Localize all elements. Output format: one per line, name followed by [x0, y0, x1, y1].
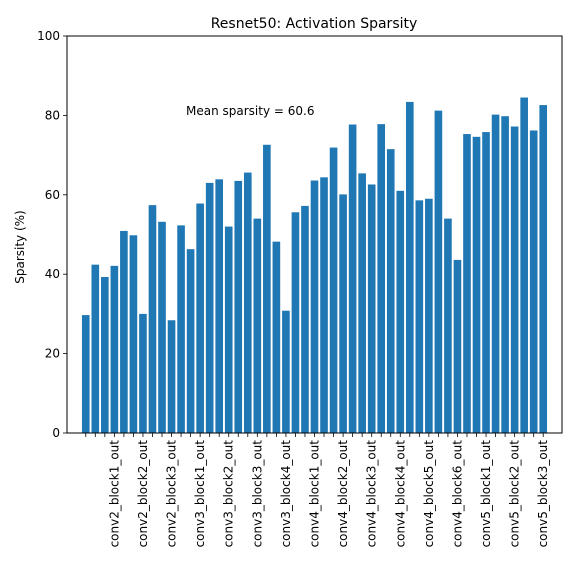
y-axis-label: Sparsity (%)	[13, 210, 27, 284]
mean-annotation: Mean sparsity = 60.6	[186, 104, 314, 118]
bars-group	[81, 97, 548, 434]
bar	[348, 124, 357, 433]
y-tick-label: 100	[37, 29, 60, 43]
x-tick-label: conv2_block1_out	[107, 440, 121, 548]
y-tick-label: 40	[45, 267, 60, 281]
bar	[510, 126, 519, 434]
bar	[196, 203, 204, 433]
x-tick-label: conv4_block3_out	[365, 440, 379, 548]
bar	[415, 200, 424, 433]
bar	[148, 205, 157, 433]
x-tick-label: conv4_block5_out	[422, 440, 436, 548]
bar	[243, 172, 252, 433]
bar	[253, 218, 262, 433]
bar	[167, 320, 176, 433]
bar	[215, 179, 224, 433]
x-tick-label: conv2_block3_out	[165, 440, 179, 548]
x-ticks-group: conv2_block1_out conv2_block2_out conv2_bl…	[85, 433, 550, 548]
bar	[453, 259, 462, 433]
bar	[224, 226, 233, 433]
bar	[263, 144, 271, 433]
bar	[520, 97, 528, 433]
bar	[539, 105, 548, 433]
bar	[205, 182, 214, 433]
bar	[139, 313, 147, 433]
x-tick-label: conv5_block1_out	[479, 440, 493, 548]
bar	[396, 190, 405, 433]
x-tick-label: conv4_block4_out	[393, 440, 407, 548]
bar	[110, 265, 119, 433]
bar	[472, 136, 481, 433]
x-tick-label: conv5_block2_out	[508, 440, 522, 548]
x-tick-label: conv3_block3_out	[250, 440, 264, 548]
y-tick-label: 20	[45, 347, 60, 361]
plot-frame	[66, 35, 563, 434]
bar	[463, 134, 471, 433]
y-tick-label: 0	[52, 426, 60, 440]
bar	[501, 116, 509, 433]
bar	[491, 114, 500, 434]
bar	[101, 276, 109, 433]
bar	[120, 230, 128, 433]
bar	[444, 218, 452, 433]
y-tick-label: 60	[45, 188, 60, 202]
bar	[177, 225, 185, 433]
bar	[320, 177, 328, 433]
x-tick-label: conv5_block3_out	[536, 440, 550, 548]
bar	[358, 173, 366, 434]
bar	[529, 130, 538, 434]
bar	[329, 147, 338, 433]
chart-title: Resnet50: Activation Sparsity	[211, 16, 418, 32]
bar	[186, 249, 195, 433]
bar	[482, 132, 490, 433]
bar	[81, 315, 90, 433]
bar	[234, 180, 243, 433]
x-tick-label: conv4_block2_out	[336, 440, 350, 548]
x-tick-label: conv3_block2_out	[222, 440, 236, 548]
x-tick-label: conv3_block4_out	[279, 440, 293, 548]
bar	[310, 180, 319, 433]
bar	[367, 184, 376, 433]
bar	[282, 310, 290, 433]
x-tick-label: conv2_block2_out	[136, 440, 150, 548]
bar	[339, 194, 347, 433]
y-tick-label: 80	[45, 108, 60, 122]
x-tick-label: conv4_block1_out	[308, 440, 322, 548]
bar	[272, 241, 281, 433]
bar	[386, 149, 395, 433]
y-ticks-group: 0 20 40 60 80 100	[37, 29, 67, 440]
bar	[377, 124, 386, 433]
bar	[91, 264, 100, 433]
bar	[158, 221, 166, 433]
x-tick-label: conv3_block1_out	[193, 440, 207, 548]
x-tick-label: conv4_block6_out	[450, 440, 464, 548]
bar	[129, 235, 138, 433]
bar	[291, 212, 300, 433]
bar	[434, 110, 443, 433]
bar	[425, 198, 433, 433]
bar	[405, 101, 414, 434]
bar	[301, 205, 309, 433]
